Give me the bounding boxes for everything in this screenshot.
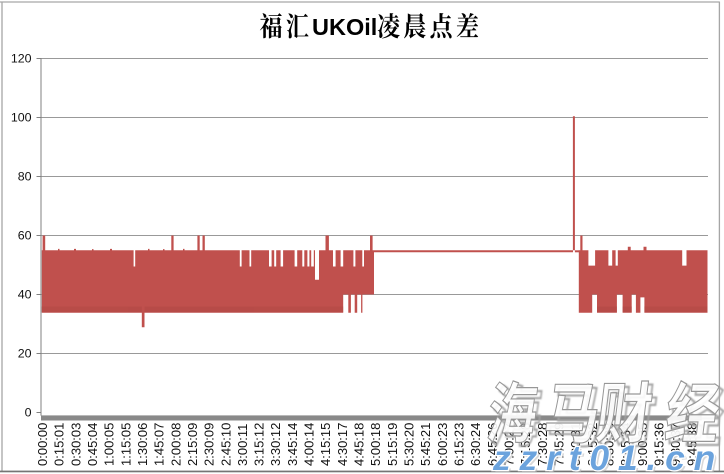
- svg-text:0: 0: [25, 406, 32, 420]
- svg-text:3:30:12: 3:30:12: [268, 423, 283, 466]
- svg-text:6:00:23: 6:00:23: [435, 423, 450, 466]
- svg-text:2:15:09: 2:15:09: [185, 423, 200, 466]
- svg-text:2:00:08: 2:00:08: [168, 423, 183, 466]
- svg-text:3:45:14: 3:45:14: [285, 423, 300, 466]
- svg-text:4:15:15: 4:15:15: [318, 423, 333, 466]
- svg-text:1:45:07: 1:45:07: [152, 423, 167, 466]
- svg-text:3:00:11: 3:00:11: [235, 424, 250, 466]
- svg-text:zzrt01.cn: zzrt01.cn: [492, 438, 724, 474]
- svg-text:0:00:00: 0:00:00: [35, 423, 50, 466]
- svg-text:5:30:20: 5:30:20: [402, 423, 417, 466]
- svg-text:zzrt01.cn: zzrt01.cn: [495, 440, 724, 474]
- svg-text:8:45:34: 8:45:34: [618, 423, 633, 466]
- svg-text:1:00:05: 1:00:05: [102, 423, 117, 466]
- svg-text:0:45:04: 0:45:04: [85, 423, 100, 466]
- svg-text:5:45:21: 5:45:21: [418, 423, 433, 466]
- svg-text:80: 80: [18, 170, 32, 184]
- svg-text:20: 20: [18, 347, 32, 361]
- svg-text:3:15:12: 3:15:12: [252, 423, 267, 466]
- svg-text:120: 120: [11, 52, 32, 66]
- svg-text:5:00:18: 5:00:18: [368, 423, 383, 466]
- svg-text:5:15:19: 5:15:19: [385, 423, 400, 466]
- svg-text:4:30:17: 4:30:17: [335, 423, 350, 466]
- svg-text:2:30:09: 2:30:09: [202, 423, 217, 466]
- svg-text:1:15:05: 1:15:05: [118, 423, 133, 466]
- svg-text:7:30:28: 7:30:28: [535, 423, 550, 466]
- svg-text:1:30:06: 1:30:06: [135, 423, 150, 466]
- svg-text:0:15:01: 0:15:01: [52, 423, 67, 466]
- svg-text:0:30:03: 0:30:03: [68, 423, 83, 466]
- svg-text:100: 100: [11, 111, 32, 125]
- svg-text:6:30:24: 6:30:24: [468, 423, 483, 466]
- svg-text:UKOil: UKOil: [312, 14, 377, 40]
- svg-text:4:00:14: 4:00:14: [302, 423, 317, 466]
- svg-text:60: 60: [18, 229, 32, 243]
- svg-text:4:45:18: 4:45:18: [352, 423, 367, 466]
- svg-text:2:45:10: 2:45:10: [218, 423, 233, 466]
- svg-text:9:15:36: 9:15:36: [651, 423, 666, 466]
- svg-text:40: 40: [18, 288, 32, 302]
- svg-text:6:15:23: 6:15:23: [452, 423, 467, 466]
